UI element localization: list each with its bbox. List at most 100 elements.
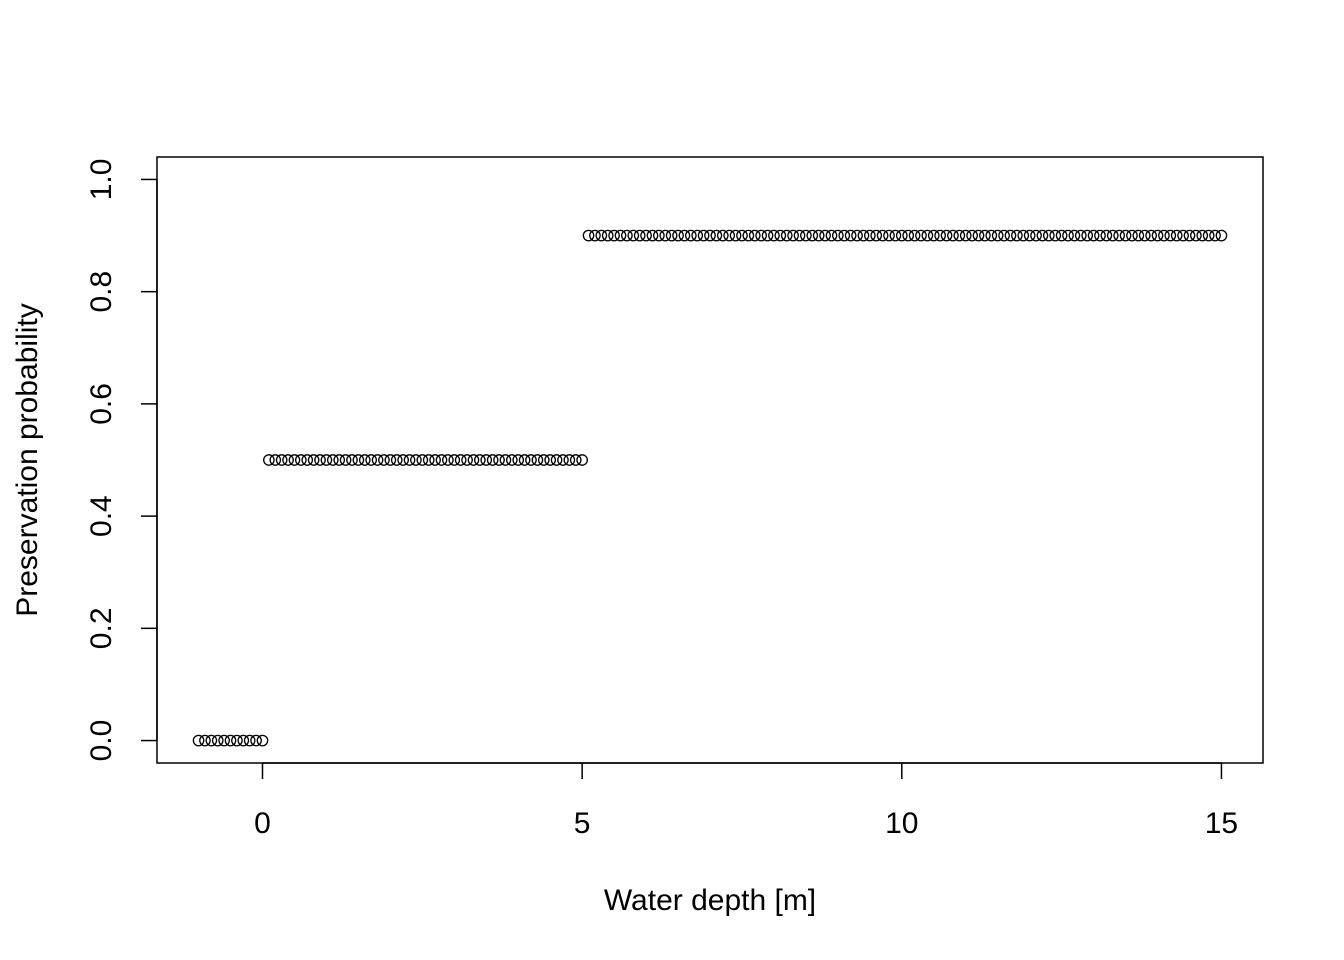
data-point xyxy=(1177,229,1189,242)
data-point xyxy=(589,229,601,242)
data-point xyxy=(704,229,716,242)
data-point xyxy=(205,734,218,747)
data-point xyxy=(314,454,326,466)
data-point xyxy=(678,229,691,242)
data-point xyxy=(307,454,320,466)
y-tick-label: 0.8 xyxy=(85,271,118,313)
data-point xyxy=(537,454,550,466)
data-point xyxy=(224,734,237,747)
data-point xyxy=(812,229,825,242)
data-point xyxy=(1049,229,1062,242)
data-point xyxy=(333,454,346,466)
data-point xyxy=(646,229,659,242)
data-point xyxy=(237,734,250,747)
data-point xyxy=(1202,229,1215,242)
data-point xyxy=(378,454,390,466)
data-point xyxy=(793,229,806,242)
y-tick-label: 0.6 xyxy=(85,383,118,425)
data-point xyxy=(512,454,525,466)
data-point xyxy=(365,454,378,466)
data-point xyxy=(927,229,940,242)
data-point xyxy=(966,229,978,242)
data-point xyxy=(953,229,966,242)
data-point xyxy=(390,454,403,466)
data-point xyxy=(761,229,774,242)
data-point xyxy=(991,229,1004,242)
data-point xyxy=(883,229,895,242)
data-point xyxy=(691,229,704,242)
data-point xyxy=(1062,229,1074,242)
data-point xyxy=(768,229,780,242)
data-point xyxy=(1011,229,1023,242)
data-point xyxy=(294,454,307,466)
data-point xyxy=(422,454,435,466)
data-point xyxy=(243,734,256,747)
data-point xyxy=(908,229,921,242)
data-point xyxy=(346,454,358,466)
x-axis: 0 5 10 15 xyxy=(254,762,1238,840)
y-tick-label: 0.0 xyxy=(85,720,118,762)
y-axis: 0.0 0.2 0.4 0.6 0.8 1.0 xyxy=(85,159,158,762)
data-point xyxy=(563,454,576,466)
data-point xyxy=(467,454,480,466)
data-point xyxy=(787,229,799,242)
data-point xyxy=(1113,229,1126,242)
x-tick-label: 0 xyxy=(254,807,271,840)
data-point xyxy=(729,229,742,242)
data-point xyxy=(358,454,371,466)
data-point xyxy=(780,229,793,242)
data-point xyxy=(672,229,684,242)
data-point xyxy=(959,229,972,242)
data-point xyxy=(621,229,633,242)
data-point xyxy=(275,454,288,466)
x-tick-label: 15 xyxy=(1205,807,1238,840)
y-tick-label: 1.0 xyxy=(85,159,118,201)
data-point xyxy=(1132,229,1145,242)
data-point xyxy=(736,229,748,242)
data-point xyxy=(1023,229,1036,242)
data-point xyxy=(1017,229,1030,242)
data-point xyxy=(525,454,537,466)
data-point xyxy=(218,734,230,747)
data-point xyxy=(921,229,934,242)
data-point xyxy=(288,454,301,466)
data-point xyxy=(1145,229,1157,242)
data-point xyxy=(1055,229,1068,242)
data-point xyxy=(934,229,947,242)
data-point xyxy=(710,229,723,242)
data-point xyxy=(1094,229,1106,242)
data-point xyxy=(653,229,665,242)
data-point xyxy=(1106,229,1119,242)
data-point xyxy=(1030,229,1042,242)
data-point xyxy=(301,454,314,466)
data-point xyxy=(985,229,998,242)
data-point xyxy=(461,454,473,466)
y-tick-label: 0.4 xyxy=(85,495,118,537)
data-point xyxy=(192,734,205,747)
data-point xyxy=(723,229,736,242)
data-point xyxy=(211,734,224,747)
data-point xyxy=(250,734,262,747)
data-point xyxy=(569,454,582,466)
data-point xyxy=(889,229,902,242)
data-point xyxy=(576,454,588,466)
data-point xyxy=(582,229,595,242)
data-point xyxy=(857,229,870,242)
data-point xyxy=(429,454,441,466)
data-point xyxy=(1087,229,1100,242)
data-point xyxy=(1119,229,1132,242)
data-point xyxy=(320,454,333,466)
data-point xyxy=(473,454,486,466)
data-point xyxy=(1042,229,1055,242)
data-point xyxy=(665,229,678,242)
data-point xyxy=(1151,229,1164,242)
data-point xyxy=(403,454,416,466)
data-point xyxy=(1209,229,1221,242)
data-point xyxy=(640,229,652,242)
data-point xyxy=(1158,229,1170,242)
data-points xyxy=(192,229,1228,747)
data-point xyxy=(263,454,275,466)
data-point xyxy=(518,454,531,466)
data-point xyxy=(1074,229,1087,242)
data-point xyxy=(493,454,505,466)
